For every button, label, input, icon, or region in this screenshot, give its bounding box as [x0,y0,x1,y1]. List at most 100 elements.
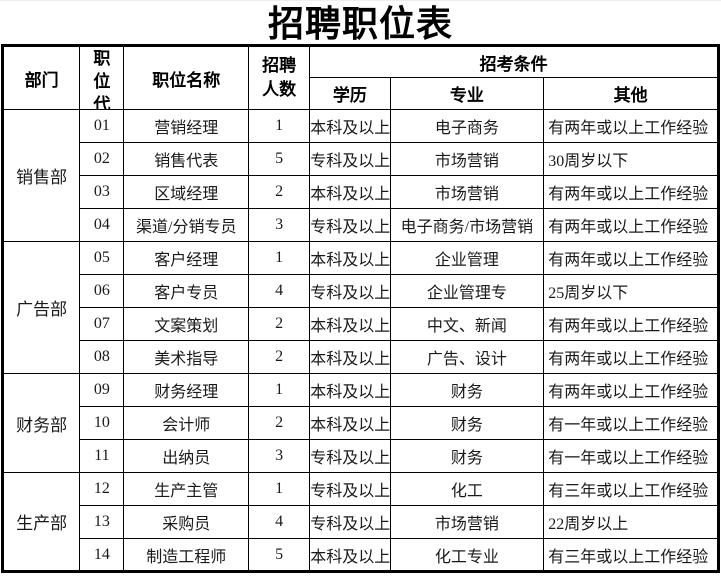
other-cell: 有一年或以上工作经验 [543,439,719,473]
headcount-cell: 5 [247,538,311,572]
position-name-cell: 销售代表 [123,142,249,176]
headcount-cell: 4 [247,274,311,308]
table-row: 02 销售代表 5 专科及以上 市场营销 30周岁以下 [3,142,719,176]
headcount-cell: 1 [247,241,311,275]
department-cell: 销售部 [1,109,81,242]
position-code-cell: 02 [79,142,125,176]
education-cell: 本科及以上 [309,175,391,209]
other-cell: 有两年或以上工作经验 [543,109,719,143]
education-cell: 专科及以上 [309,208,391,242]
position-name-cell: 美术指导 [123,340,249,374]
table-row: 03 区域经理 2 本科及以上 市场营销 有两年或以上工作经验 [3,175,719,209]
position-code-cell: 04 [79,208,125,242]
major-cell: 企业管理专 [389,274,545,308]
header-education: 学历 [309,77,391,110]
position-name-cell: 财务经理 [123,373,249,407]
position-code-cell: 01 [79,109,125,143]
position-code-cell: 14 [79,538,125,572]
education-cell: 专科及以上 [309,505,391,539]
position-name-cell: 出纳员 [123,439,249,473]
header-major: 专业 [389,77,545,110]
position-code-cell: 13 [79,505,125,539]
headcount-cell: 2 [247,340,311,374]
header-position-code-label: 职位代 [93,49,111,109]
header-row-sub: 学历 专业 其他 [3,77,719,110]
position-code-cell: 10 [79,406,125,440]
education-cell: 本科及以上 [309,538,391,572]
other-cell: 有两年或以上工作经验 [543,208,719,242]
other-cell: 有三年或以上工作经验 [543,472,719,506]
headcount-cell: 1 [247,109,311,143]
headcount-cell: 2 [247,406,311,440]
other-cell: 有两年或以上工作经验 [543,175,719,209]
position-name-cell: 会计师 [123,406,249,440]
other-cell: 22周岁以上 [543,505,719,539]
department-cell: 生产部 [1,472,81,572]
position-name-cell: 制造工程师 [123,538,249,572]
header-conditions: 招考条件 [309,45,719,78]
major-cell: 电子商务 [389,109,545,143]
table-row: 10 会计师 2 本科及以上 财务 有一年或以上工作经验 [3,406,719,440]
other-cell: 有两年或以上工作经验 [543,340,719,374]
education-cell: 专科及以上 [309,274,391,308]
position-name-cell: 采购员 [123,505,249,539]
table-row: 财务部 09 财务经理 1 本科及以上 财务 有两年或以上工作经验 [1,373,719,473]
major-cell: 中文、新闻 [389,307,545,341]
education-cell: 本科及以上 [309,373,391,407]
position-name-cell: 营销经理 [123,109,249,143]
major-cell: 市场营销 [389,505,545,539]
major-cell: 市场营销 [389,175,545,209]
table-row: 广告部 05 客户经理 1 本科及以上 企业管理 有两年或以上工作经验 [1,241,719,374]
table-row: 08 美术指导 2 本科及以上 广告、设计 有两年或以上工作经验 [3,340,719,374]
position-name-cell: 文案策划 [123,307,249,341]
header-position-name: 职位名称 [123,45,249,110]
department-cell: 财务部 [1,373,81,473]
other-cell: 有三年或以上工作经验 [543,538,719,572]
table-row: 07 文案策划 2 本科及以上 中文、新闻 有两年或以上工作经验 [3,307,719,341]
table-header: 部门 职位代 职位名称 招聘人数 招考条件 学历 专业 其他 [1,45,719,110]
education-cell: 本科及以上 [309,340,391,374]
table-row: 14 制造工程师 5 本科及以上 化工专业 有三年或以上工作经验 [3,538,719,572]
major-cell: 电子商务/市场营销 [389,208,545,242]
other-cell: 25周岁以下 [543,274,719,308]
position-name-cell: 生产主管 [123,472,249,506]
table-row: 04 渠道/分销专员 3 专科及以上 电子商务/市场营销 有两年或以上工作经验 [3,208,719,242]
headcount-cell: 1 [247,472,311,506]
other-cell: 有两年或以上工作经验 [543,241,719,275]
major-cell: 市场营销 [389,142,545,176]
major-cell: 财务 [389,373,545,407]
position-code-cell: 03 [79,175,125,209]
header-headcount-label: 招聘人数 [262,56,297,99]
department-cell: 广告部 [1,241,81,374]
position-code-cell: 05 [79,241,125,275]
position-code-cell: 07 [79,307,125,341]
education-cell: 专科及以上 [309,439,391,473]
page-title: 招聘职位表 [267,4,453,44]
headcount-cell: 5 [247,142,311,176]
headcount-cell: 2 [247,175,311,209]
education-cell: 本科及以上 [309,406,391,440]
header-department: 部门 [1,45,81,110]
education-cell: 专科及以上 [309,472,391,506]
position-code-cell: 12 [79,472,125,506]
major-cell: 广告、设计 [389,340,545,374]
other-cell: 30周岁以下 [543,142,719,176]
major-cell: 化工专业 [389,538,545,572]
education-cell: 本科及以上 [309,241,391,275]
table-row: 11 出纳员 3 专科及以上 财务 有一年或以上工作经验 [3,439,719,473]
headcount-cell: 2 [247,307,311,341]
position-name-cell: 客户专员 [123,274,249,308]
major-cell: 企业管理 [389,241,545,275]
position-code-cell: 09 [79,373,125,407]
other-cell: 有两年或以上工作经验 [543,307,719,341]
major-cell: 化工 [389,472,545,506]
headcount-cell: 3 [247,439,311,473]
headcount-cell: 1 [247,373,311,407]
position-code-cell: 11 [79,439,125,473]
recruitment-table: 部门 职位代 职位名称 招聘人数 招考条件 学历 专业 其他 销售部 01 营销经理… [1,44,720,573]
header-other: 其他 [543,77,719,110]
other-cell: 有两年或以上工作经验 [543,373,719,407]
headcount-cell: 3 [247,208,311,242]
other-cell: 有一年或以上工作经验 [543,406,719,440]
